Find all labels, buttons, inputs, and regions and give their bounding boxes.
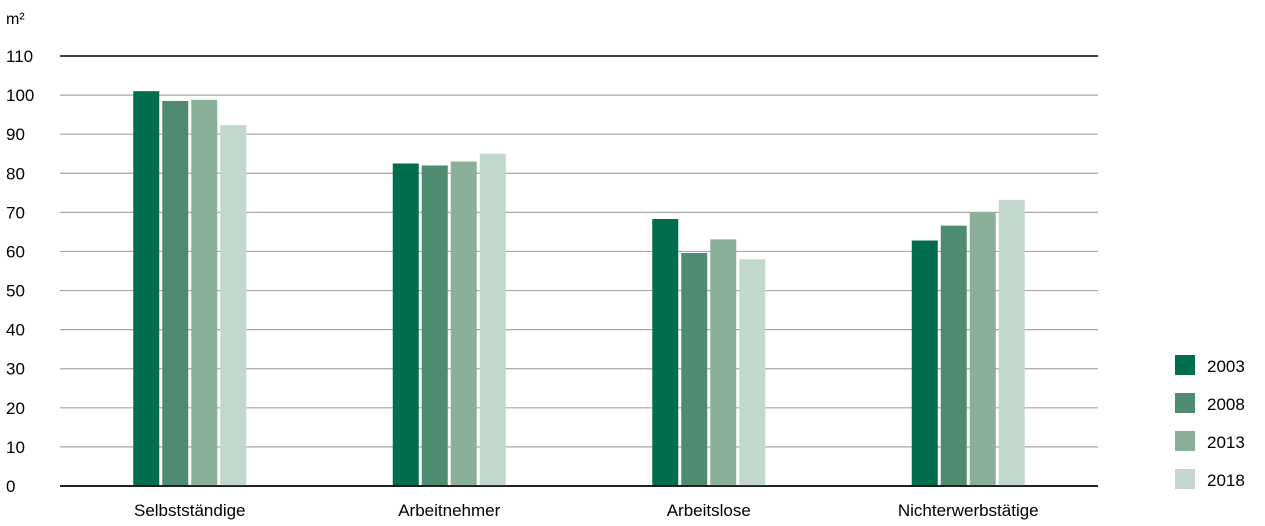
y-tick-label: 60 <box>6 242 25 261</box>
bar-2018-0 <box>220 125 247 486</box>
y-tick-label: 80 <box>6 164 25 183</box>
x-category-label: Selbstständige <box>134 501 246 520</box>
y-tick-label: 40 <box>6 321 25 340</box>
bar-2013-0 <box>191 99 218 487</box>
bar-2013-1 <box>450 161 477 486</box>
y-axis-unit-label: m² <box>6 11 25 28</box>
y-tick-label: 70 <box>6 203 25 222</box>
bar-2013-3 <box>969 211 996 487</box>
legend-label: 2008 <box>1207 395 1245 414</box>
legend-label: 2013 <box>1207 433 1245 452</box>
bar-2003-3 <box>911 240 938 486</box>
bar-2018-3 <box>998 199 1025 486</box>
y-tick-label: 50 <box>6 282 25 301</box>
bar-2003-1 <box>392 163 419 486</box>
bar-2008-0 <box>162 100 189 487</box>
legend: 2003 2008 2013 2018 <box>1175 355 1245 490</box>
x-category-label: Nichterwerbstätige <box>898 501 1039 520</box>
y-tick-label: 0 <box>6 477 15 496</box>
y-tick-label: 20 <box>6 399 25 418</box>
y-tick-label: 30 <box>6 360 25 379</box>
legend-swatch <box>1175 469 1195 489</box>
y-tick-label: 100 <box>6 86 34 105</box>
y-axis-ticks: 0 10 20 30 40 50 60 70 80 90 100 110 <box>6 47 34 496</box>
y-tick-label: 110 <box>6 47 33 66</box>
bar-2018-1 <box>479 153 506 486</box>
y-tick-label: 90 <box>6 125 25 144</box>
legend-swatch <box>1175 355 1195 375</box>
x-axis-labels: Selbstständige Arbeitnehmer Arbeitslose Nic… <box>134 501 1039 520</box>
bar-2008-3 <box>940 225 967 486</box>
bar-2013-2 <box>710 239 737 486</box>
bars <box>60 91 1098 487</box>
legend-swatch <box>1175 431 1195 451</box>
legend-label: 2003 <box>1207 357 1245 376</box>
bar-2008-1 <box>421 165 448 487</box>
x-category-label: Arbeitnehmer <box>398 501 500 520</box>
legend-label: 2018 <box>1207 471 1245 490</box>
y-tick-label: 10 <box>6 438 25 457</box>
bar-2008-2 <box>681 253 708 486</box>
bar-2018-2 <box>739 259 766 486</box>
bar-2003-2 <box>652 219 679 486</box>
x-category-label: Arbeitslose <box>667 501 751 520</box>
legend-swatch <box>1175 393 1195 413</box>
bar-2003-0 <box>133 91 160 486</box>
